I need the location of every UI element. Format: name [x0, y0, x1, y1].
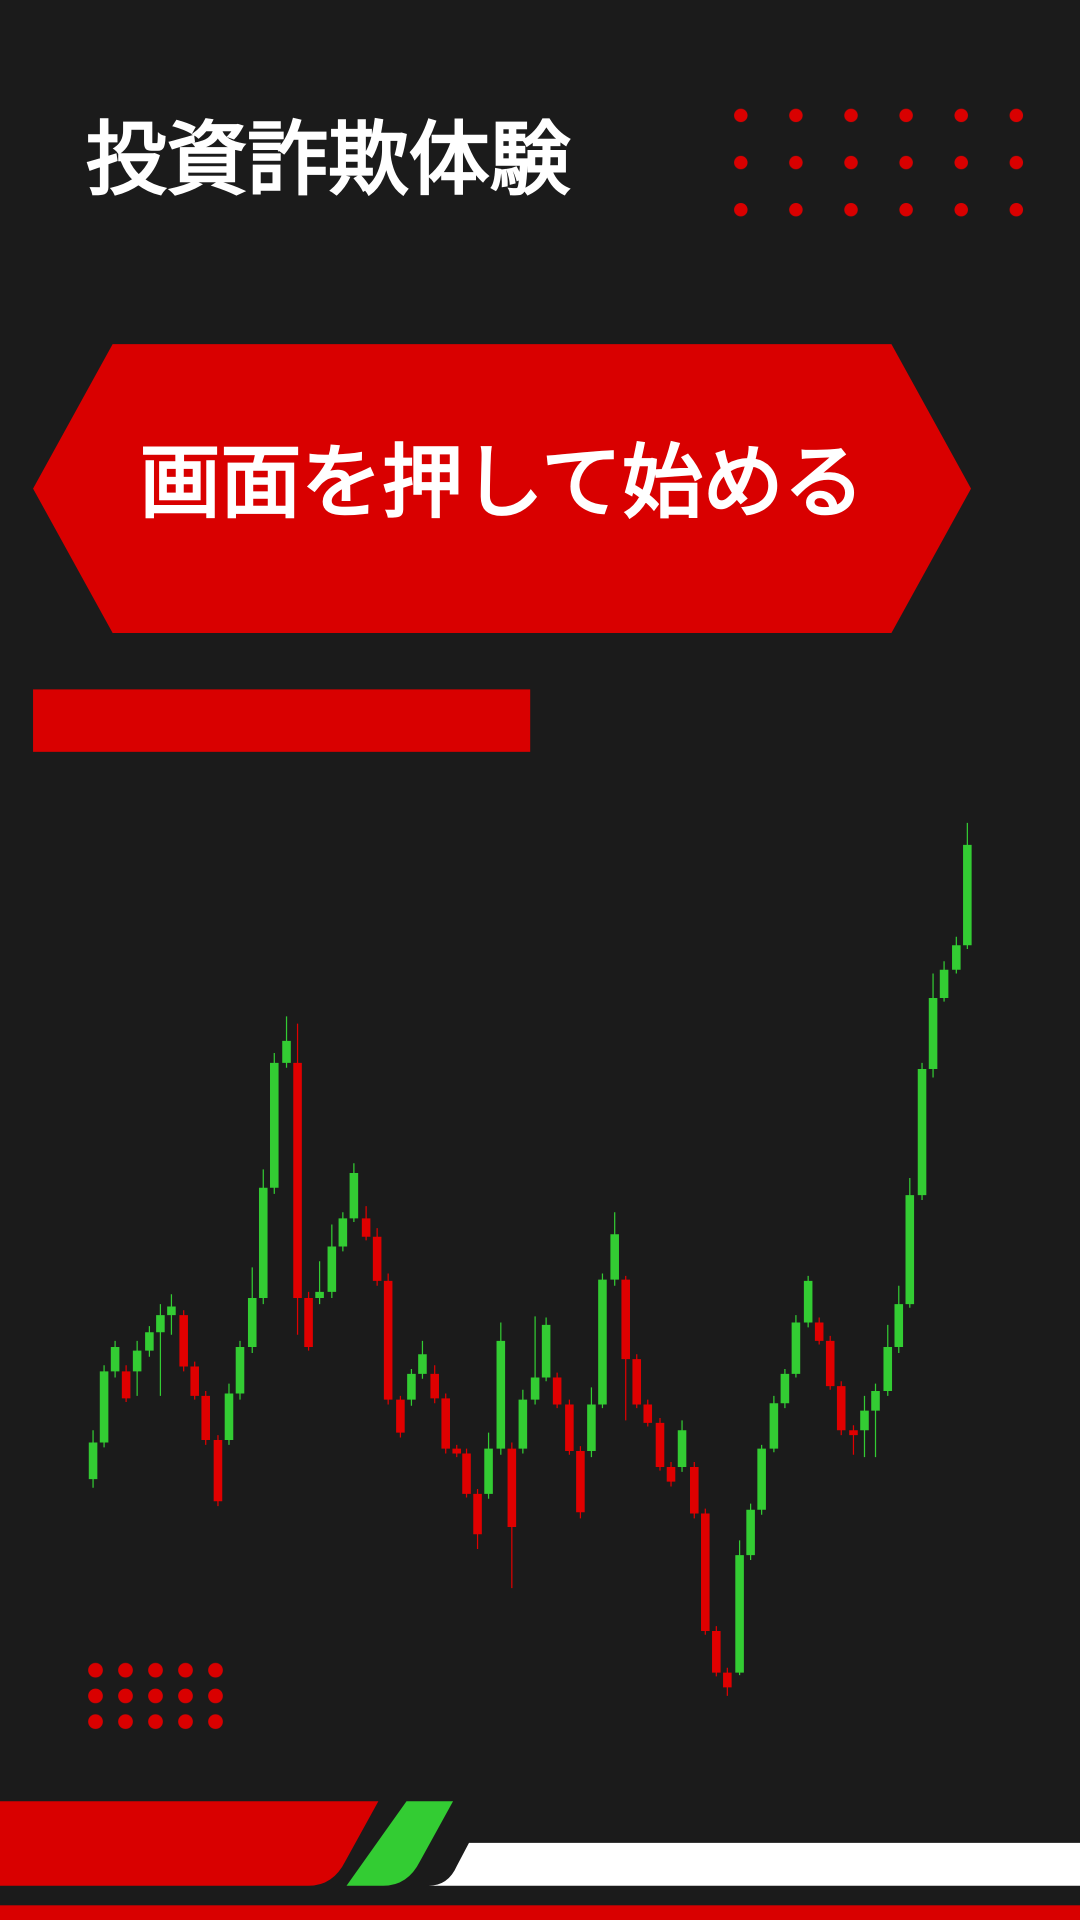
accent-bar	[33, 689, 531, 752]
start-button[interactable]: 画面を押して始める	[33, 344, 972, 634]
candlestick-decoration	[88, 822, 972, 1696]
game-title: 投資詐欺体験	[86, 112, 571, 207]
footer-green-stripe	[346, 1801, 454, 1886]
dot-grid	[80, 1657, 231, 1735]
start-banner[interactable]	[33, 344, 972, 634]
green-bodies	[88, 844, 972, 1673]
footer-white-stripe	[428, 1842, 1080, 1886]
footer-red-stripe	[0, 1801, 379, 1886]
dot-grid	[713, 91, 1044, 234]
start-label[interactable]: 画面を押して始める	[140, 436, 865, 531]
footer-bottom-bar	[0, 1905, 1080, 1920]
